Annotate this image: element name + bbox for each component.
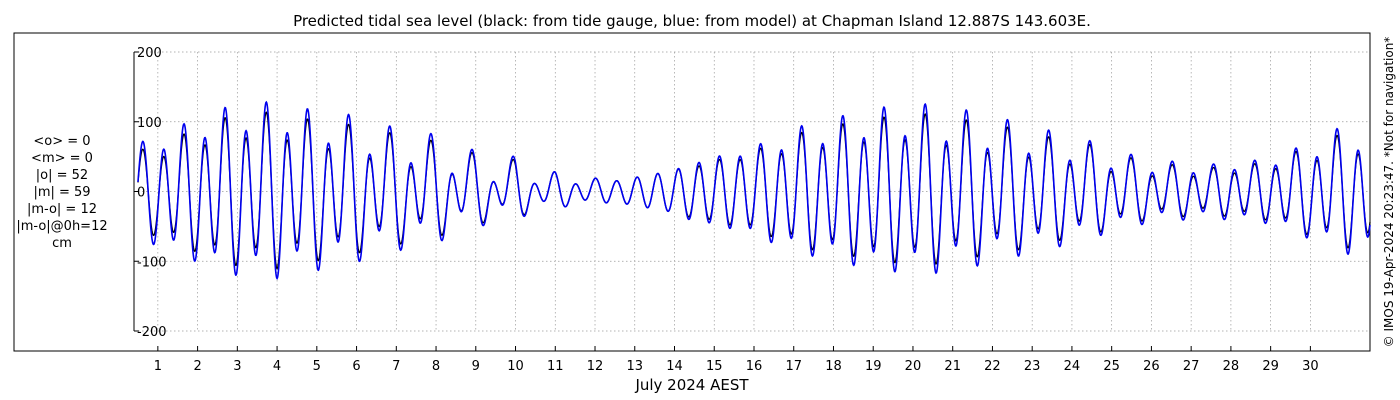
x-tick-label: 17 — [785, 359, 802, 374]
x-tick-label: 9 — [472, 359, 480, 374]
x-tick-label: 1 — [154, 359, 162, 374]
x-axis-label: July 2024 AEST — [634, 376, 749, 394]
x-tick-label: 12 — [587, 359, 604, 374]
y-tick-label: 100 — [137, 116, 162, 131]
series-line-model — [137, 100, 1371, 281]
x-tick-label: 27 — [1183, 359, 1200, 374]
x-tick-label: 19 — [865, 359, 882, 374]
x-tick-label: 24 — [1064, 359, 1081, 374]
grid — [134, 51, 1370, 332]
x-tick-label: 6 — [352, 359, 360, 374]
x-tick-label: 4 — [273, 359, 281, 374]
x-tick-label: 28 — [1223, 359, 1240, 374]
x-tick-label: 3 — [233, 359, 241, 374]
stat-line: |o| = 52 — [36, 168, 88, 183]
stat-line: |m| = 59 — [33, 185, 90, 200]
x-tick-label: 14 — [666, 359, 683, 374]
y-tick-label: -100 — [137, 255, 167, 270]
x-tick-label: 18 — [825, 359, 842, 374]
x-tick-label: 10 — [507, 359, 524, 374]
stat-line: |m-o| = 12 — [27, 202, 97, 217]
x-tick-label: 25 — [1103, 359, 1120, 374]
stat-line: <m> = 0 — [31, 151, 93, 166]
x-tick-label: 21 — [944, 359, 961, 374]
x-tick-label: 8 — [432, 359, 440, 374]
x-tick-label: 7 — [392, 359, 400, 374]
x-tick-label: 29 — [1262, 359, 1279, 374]
x-tick-label: 20 — [905, 359, 922, 374]
x-tick-label: 13 — [626, 359, 643, 374]
stat-line: |m-o|@0h=12 — [16, 219, 107, 234]
x-tick-label: 30 — [1302, 359, 1319, 374]
x-tick-label: 22 — [984, 359, 1001, 374]
x-tick-label: 11 — [547, 359, 564, 374]
y-tick-label: 200 — [137, 46, 162, 61]
x-tick-label: 23 — [1024, 359, 1041, 374]
x-tick-label: 26 — [1143, 359, 1160, 374]
series-layer — [137, 100, 1371, 281]
stats-panel: <o> = 0 <m> = 0 |o| = 52 |m| = 59 |m-o| = 12… — [16, 134, 107, 251]
y-axis: 200 100 0 -100 -200 — [134, 46, 167, 340]
x-tick-label: 2 — [193, 359, 201, 374]
y-tick-label: 0 — [137, 186, 145, 201]
x-axis: 1 2 3 4 5 6 7 8 9 10 11 12 13 14 15 16 17 18 19 20 21 22 23 24 2… — [154, 346, 1319, 374]
y-tick-label: -200 — [137, 325, 167, 340]
x-tick-label: 5 — [313, 359, 321, 374]
chart-frame — [13, 32, 1371, 352]
stat-line: <o> = 0 — [33, 134, 90, 149]
x-tick-label: 15 — [706, 359, 723, 374]
x-tick-label: 16 — [746, 359, 763, 374]
copyright-note: © IMOS 19-Apr-2024 20:23:47. *Not for na… — [1382, 37, 1396, 348]
chart-title: Predicted tidal sea level (black: from t… — [293, 12, 1091, 30]
stat-line: cm — [52, 236, 72, 251]
